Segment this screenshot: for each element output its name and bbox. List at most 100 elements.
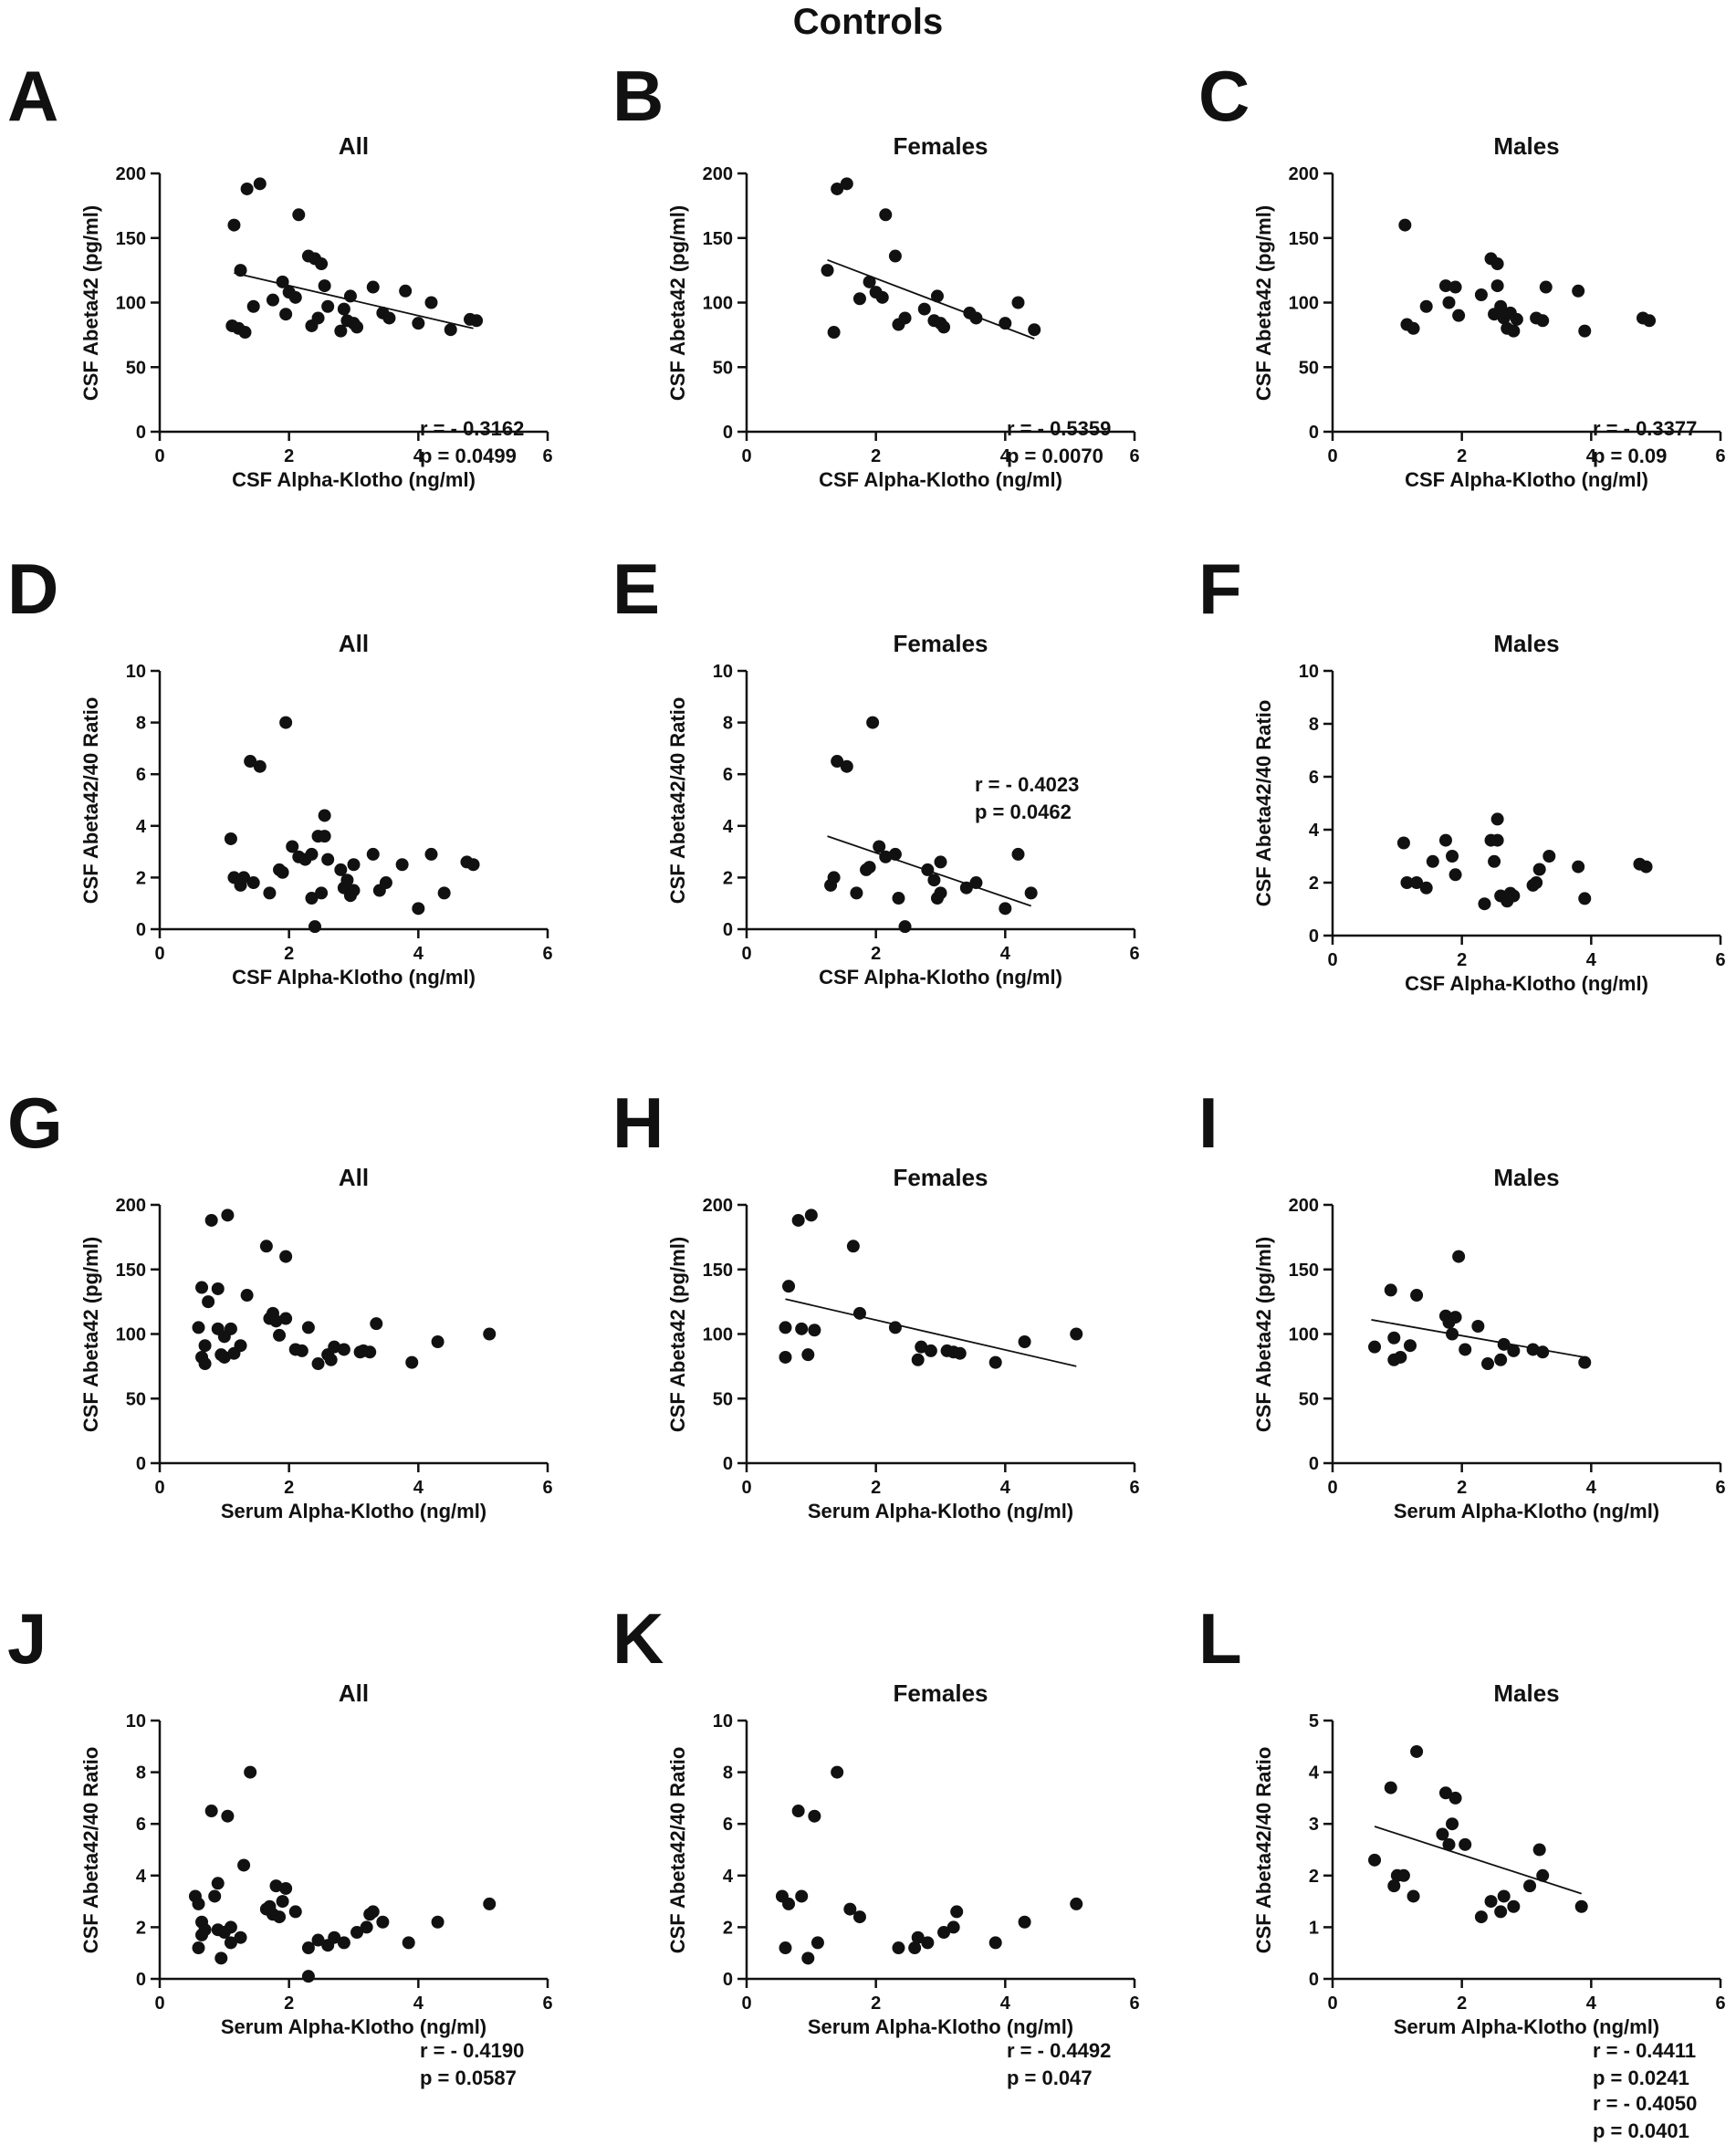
data-point xyxy=(1523,1879,1537,1893)
data-point xyxy=(405,1355,419,1369)
data-point xyxy=(279,1881,293,1895)
y-tick-label: 2 xyxy=(136,1918,146,1938)
panel-title: Males xyxy=(1493,1164,1560,1191)
data-point xyxy=(1532,863,1546,876)
data-point xyxy=(1507,889,1521,903)
data-point xyxy=(376,1915,390,1929)
y-tick-label: 0 xyxy=(723,920,733,940)
data-point xyxy=(192,1941,205,1955)
data-point xyxy=(366,1905,380,1919)
data-point xyxy=(208,1889,222,1903)
data-point xyxy=(217,1350,231,1364)
data-point xyxy=(301,1970,315,1983)
data-point xyxy=(879,850,893,863)
data-point xyxy=(240,182,254,195)
data-point xyxy=(1578,892,1592,905)
data-point xyxy=(214,1951,228,1965)
x-tick-label: 4 xyxy=(1586,446,1597,466)
x-tick-label: 4 xyxy=(413,446,424,466)
y-tick-label: 0 xyxy=(1309,926,1319,947)
y-tick-label: 0 xyxy=(1309,1454,1319,1474)
data-point xyxy=(1497,1889,1511,1903)
data-point xyxy=(253,177,267,191)
y-tick-label: 50 xyxy=(126,358,146,378)
data-point xyxy=(1507,1344,1521,1357)
y-tick-label: 50 xyxy=(713,1389,733,1409)
data-point xyxy=(1419,881,1433,895)
data-point xyxy=(888,249,902,263)
data-point xyxy=(1426,854,1439,868)
data-point xyxy=(892,892,905,905)
data-point xyxy=(1018,1915,1031,1929)
y-tick-label: 200 xyxy=(703,1196,733,1216)
data-point xyxy=(1446,1817,1459,1831)
y-tick-label: 150 xyxy=(116,229,146,249)
data-point xyxy=(1407,1889,1420,1903)
data-point xyxy=(279,716,293,729)
data-point xyxy=(1410,876,1424,889)
x-axis-label: Serum Alpha-Klotho (ng/ml) xyxy=(807,2015,1074,2038)
y-tick-label: 150 xyxy=(703,1261,733,1281)
data-point xyxy=(827,326,841,340)
data-point xyxy=(808,1324,821,1337)
data-point xyxy=(1490,833,1504,847)
y-tick-label: 2 xyxy=(723,868,733,888)
y-axis-label: CSF Abeta42 (pg/ml) xyxy=(666,204,689,401)
data-point xyxy=(234,264,247,277)
y-tick-label: 6 xyxy=(136,1815,146,1835)
data-point xyxy=(483,1327,497,1341)
y-tick-label: 4 xyxy=(1309,1763,1320,1784)
y-axis-label: CSF Abeta42 (pg/ml) xyxy=(1252,1236,1275,1432)
x-tick-label: 6 xyxy=(1129,944,1139,964)
y-tick-label: 200 xyxy=(1289,164,1319,184)
data-point xyxy=(1510,312,1523,326)
x-axis-label: Serum Alpha-Klotho (ng/ml) xyxy=(220,2015,487,2038)
y-tick-label: 10 xyxy=(126,1711,146,1732)
y-tick-label: 6 xyxy=(136,765,146,785)
y-tick-label: 10 xyxy=(1299,662,1319,682)
y-tick-label: 0 xyxy=(136,1970,146,1990)
x-tick-label: 4 xyxy=(1586,950,1597,970)
x-tick-label: 6 xyxy=(1715,1993,1725,2014)
data-point xyxy=(328,1340,341,1354)
data-point xyxy=(801,1951,815,1965)
panel-letter: E xyxy=(612,549,661,629)
data-point xyxy=(808,1809,821,1823)
y-tick-label: 50 xyxy=(126,1389,146,1409)
x-tick-label: 4 xyxy=(1000,1993,1011,2014)
data-point xyxy=(211,1877,225,1890)
x-tick-label: 4 xyxy=(1586,1993,1597,2014)
x-tick-label: 4 xyxy=(1000,446,1011,466)
y-tick-label: 8 xyxy=(723,1763,733,1784)
data-point xyxy=(470,314,484,328)
y-tick-label: 2 xyxy=(1309,1867,1319,1887)
y-axis-label: CSF Abeta42/40 Ratio xyxy=(666,696,689,904)
panel-title: All xyxy=(338,1679,370,1707)
data-point xyxy=(921,863,935,876)
correlation-stats: r = - 0.5359 p = 0.0070 xyxy=(1007,415,1111,470)
data-point xyxy=(831,755,844,769)
data-point xyxy=(898,920,912,934)
data-point xyxy=(192,1897,205,1910)
data-point xyxy=(1438,1786,1452,1800)
data-point xyxy=(1574,1899,1588,1913)
scatter-plot: 0 2 4 6 8 10 0 2 4 6 xyxy=(126,662,553,964)
data-point xyxy=(1494,299,1508,313)
data-point xyxy=(1490,257,1504,271)
data-point xyxy=(1448,868,1462,882)
data-point xyxy=(318,830,331,843)
r-value: r = - 0.4050 xyxy=(1593,2092,1698,2115)
panel-letter: I xyxy=(1198,1083,1218,1163)
data-point xyxy=(1507,324,1521,338)
data-point xyxy=(1643,314,1657,328)
data-point xyxy=(1471,1320,1485,1334)
data-point xyxy=(318,809,331,822)
x-axis-label: CSF Alpha-Klotho (ng/ml) xyxy=(1405,972,1648,995)
data-point xyxy=(259,1240,273,1253)
data-point xyxy=(969,876,983,890)
x-tick-label: 0 xyxy=(1327,950,1337,970)
panel-title: Males xyxy=(1493,132,1560,160)
data-point xyxy=(305,892,319,905)
y-axis-label: CSF Abeta42/40 Ratio xyxy=(1252,1746,1275,1953)
data-point xyxy=(1459,1837,1472,1851)
